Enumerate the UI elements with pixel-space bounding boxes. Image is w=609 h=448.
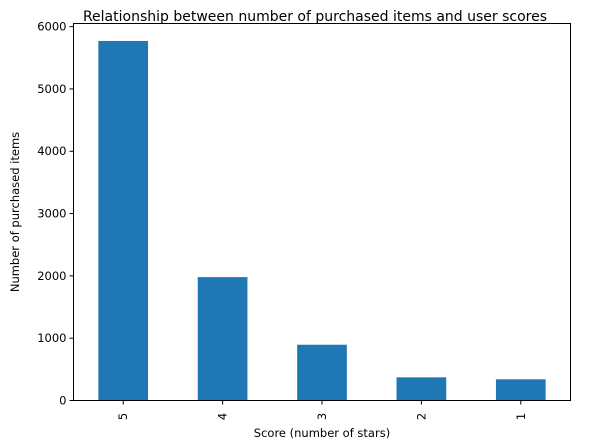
x-tick-label: 4 [216,413,230,420]
y-tick-label: 2000 [37,269,66,283]
x-tick-label: 3 [315,413,329,420]
bar-score-3 [297,344,347,401]
y-tick-label: 3000 [37,207,66,221]
y-tick-label: 1000 [37,331,66,345]
y-tick-label: 4000 [37,144,66,158]
bars-group [98,40,546,401]
x-axis-label: Score (number of stars) [254,426,390,440]
y-tick-label: 6000 [37,20,66,34]
plot-frame [73,23,571,401]
y-axis-label: Number of purchased items [8,132,22,292]
y-tick-label: 5000 [37,82,66,96]
x-tick-label: 2 [414,413,428,420]
bar-score-5 [98,40,149,401]
bar-score-2 [396,377,447,401]
y-tick-label: 0 [59,394,66,408]
y-axis-ticks: 0 1000 2000 3000 4000 5000 6000 [37,20,74,408]
x-tick-label: 5 [116,413,130,420]
x-axis-ticks: 5 4 3 2 1 [116,400,528,420]
bar-score-1 [495,379,546,401]
chart-title: Relationship between number of purchased… [83,9,547,25]
bar-score-4 [197,277,248,401]
x-tick-label: 1 [514,413,528,420]
